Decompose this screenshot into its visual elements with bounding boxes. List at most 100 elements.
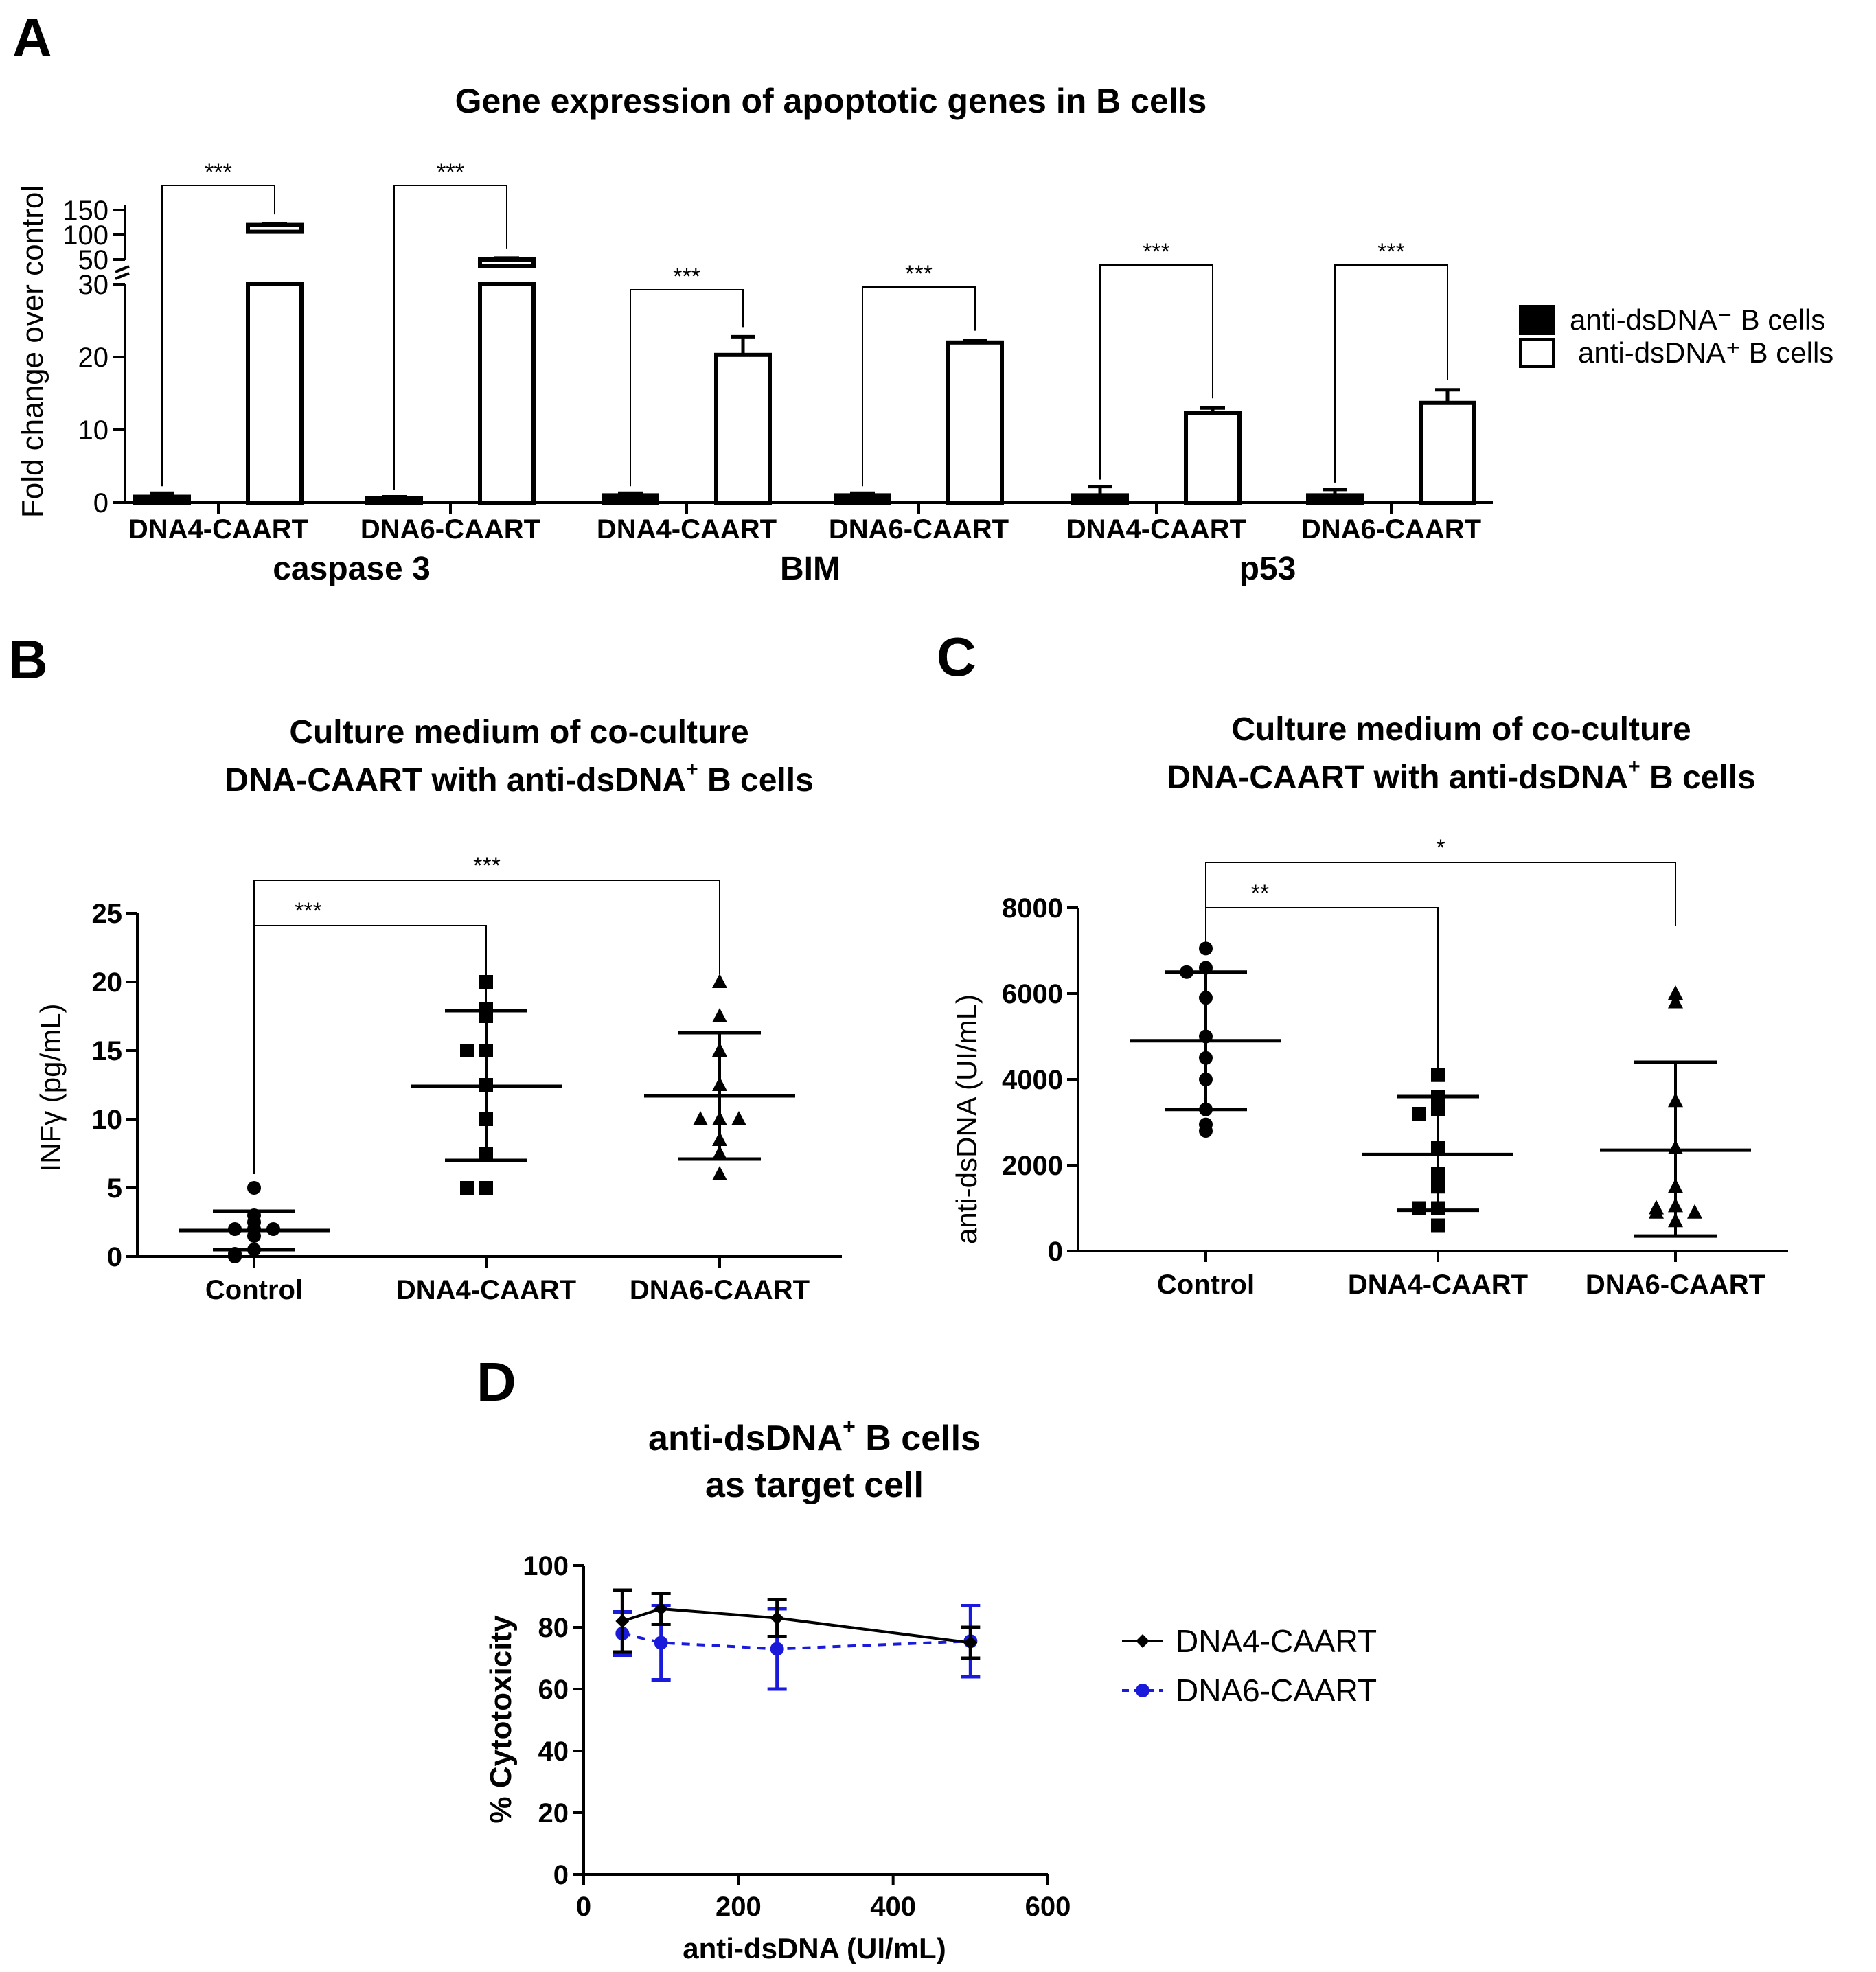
data-point <box>1199 1029 1213 1044</box>
y-tick-label: 0 <box>553 1860 569 1890</box>
chart-c: Culture medium of co-culture DNA-CAART w… <box>950 711 1788 1300</box>
gene-label: caspase 3 <box>273 551 431 587</box>
data-point <box>712 1145 727 1160</box>
y-tick-label: 2000 <box>1002 1151 1063 1181</box>
chart-d-ylabel: % Cytotoxicity <box>484 1615 518 1824</box>
data-point <box>1199 1073 1213 1086</box>
chart-b-marks: 0 5 10 15 20 25 Control DNA4-CAART DNA6-CAART ***… <box>92 853 842 1305</box>
chart-a-legend: anti-dsDNA⁻ B cells anti-dsDNA⁺ B cells <box>1519 303 1833 369</box>
chart-c-title-line1: Culture medium of co-culture <box>1231 711 1691 748</box>
data-point <box>1199 1124 1213 1138</box>
data-point <box>712 974 727 988</box>
data-point <box>693 1111 708 1125</box>
data-point <box>479 1147 493 1160</box>
data-point <box>712 1008 727 1022</box>
panel-label-d: D <box>477 1351 516 1412</box>
data-point <box>1431 1218 1445 1232</box>
chart-a-title: Gene expression of apoptotic genes in B … <box>455 82 1207 120</box>
significance-bracket <box>393 185 507 490</box>
chart-c-marks: 0 2000 4000 6000 8000 Control DNA4-CAART DNA6-C… <box>1002 835 1788 1300</box>
y-tick-label: 30 <box>78 270 109 300</box>
y-tick-label: 40 <box>538 1736 569 1767</box>
data-point <box>963 1636 978 1650</box>
x-tick-label: DNA6-CAART <box>1586 1270 1765 1300</box>
chart-a: Gene expression of apoptotic genes in B … <box>16 82 1833 587</box>
y-tick-label: 0 <box>93 488 108 518</box>
data-point <box>1431 1167 1445 1181</box>
legend-label-neg: anti-dsDNA⁻ B cells <box>1570 303 1825 336</box>
x-tick-label: 200 <box>716 1892 762 1922</box>
data-point <box>615 1614 630 1628</box>
y-tick-label: 6000 <box>1002 979 1063 1009</box>
x-tick-label: 400 <box>870 1892 916 1922</box>
y-tick-label: 80 <box>538 1613 569 1643</box>
data-point <box>770 1611 784 1625</box>
data-point <box>1412 1107 1426 1121</box>
data-point <box>479 1181 493 1195</box>
bar-neg <box>602 493 659 505</box>
significance-bracket <box>1334 264 1448 483</box>
data-point <box>1668 1197 1683 1213</box>
bar-pos <box>714 352 772 505</box>
significance-bracket <box>630 289 744 487</box>
x-tick-label: 600 <box>1025 1892 1071 1922</box>
data-point <box>1668 1178 1683 1193</box>
chart-d-title-line2: as target cell <box>705 1465 924 1505</box>
gene-label: BIM <box>780 551 840 587</box>
data-point <box>1431 1102 1445 1116</box>
significance-label: *** <box>205 159 232 185</box>
data-point <box>654 1636 668 1650</box>
chart-b-title-line1: Culture medium of co-culture <box>289 714 748 750</box>
y-tick-label: 10 <box>92 1105 123 1135</box>
significance-label: *** <box>905 261 933 287</box>
y-tick-label: 0 <box>1048 1237 1063 1267</box>
y-tick-label: 8000 <box>1002 893 1063 924</box>
legend-marker-dna4 <box>1136 1634 1149 1648</box>
significance-label: *** <box>673 264 700 290</box>
data-point <box>1431 1180 1445 1194</box>
axis-break-mark <box>115 265 130 280</box>
data-point <box>1180 965 1193 979</box>
significance-label: *** <box>473 853 501 879</box>
data-point <box>460 1181 474 1195</box>
y-tick-label: 25 <box>92 899 123 929</box>
data-point <box>1431 1090 1445 1103</box>
data-point <box>1668 1140 1683 1154</box>
data-point <box>1687 1204 1702 1219</box>
legend-swatch-neg <box>1519 305 1555 335</box>
significance-bracket <box>253 925 487 1174</box>
panel-label-a: A <box>12 7 52 68</box>
chart-d: anti-dsDNA+ B cells as target cell % Cyt… <box>484 1414 1377 1964</box>
data-point <box>228 1222 242 1236</box>
data-point <box>1668 985 1683 1000</box>
panel-label-c: C <box>937 626 976 687</box>
data-point <box>460 1044 474 1057</box>
y-tick-label: 20 <box>92 967 123 998</box>
chart-d-legend: DNA4-CAART DNA6-CAART <box>1122 1623 1377 1708</box>
data-point <box>1199 961 1213 975</box>
chart-d-title-line1: anti-dsDNA+ B cells <box>648 1414 981 1458</box>
significance-bracket <box>161 185 275 487</box>
bar-pos <box>478 282 536 505</box>
data-point <box>1199 941 1213 956</box>
data-point <box>479 1078 493 1092</box>
data-point <box>479 1044 493 1057</box>
y-tick-label: 100 <box>523 1551 569 1581</box>
x-tick-label: 0 <box>576 1892 591 1922</box>
data-point <box>1199 991 1213 1005</box>
y-tick-label: 5 <box>107 1173 122 1204</box>
x-tick-label: Control <box>205 1275 303 1305</box>
data-point <box>712 1077 727 1091</box>
x-tick-label: DNA6-CAART <box>630 1275 810 1305</box>
x-tick-label: DNA6-CAART <box>1301 514 1481 544</box>
x-tick-label: DNA4-CAART <box>1348 1270 1528 1300</box>
x-tick-label: DNA6-CAART <box>361 514 540 544</box>
legend-label-dna6: DNA6-CAART <box>1176 1673 1377 1708</box>
y-tick-label: 20 <box>538 1798 569 1828</box>
bar-pos-upper <box>246 222 304 234</box>
data-point <box>712 1166 727 1180</box>
data-point <box>731 1111 746 1125</box>
bar-neg <box>1071 493 1129 505</box>
bar-neg <box>834 493 891 505</box>
